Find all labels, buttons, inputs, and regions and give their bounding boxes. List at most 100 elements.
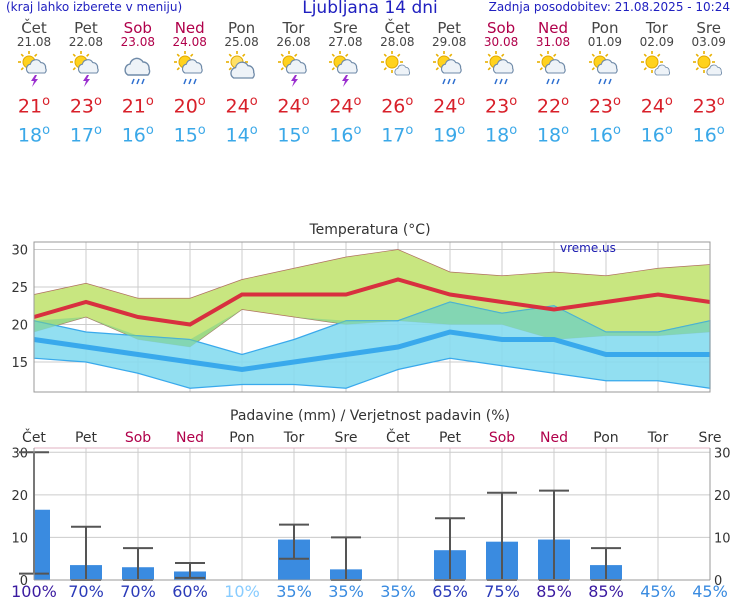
day-column: Ned 24.08 20o 15o [164, 20, 216, 148]
temperature-title: Temperatura (°C) [308, 222, 430, 238]
cloud-rain-icon [112, 49, 164, 89]
temp-min-value: 18 [17, 124, 43, 147]
sun-cloud-rain-icon [475, 49, 527, 89]
precip-probability: 100% [11, 582, 57, 600]
degree-sign: o [457, 123, 466, 139]
temp-tick-label: 15 [11, 356, 28, 371]
day-date: 03.09 [691, 35, 726, 49]
temp-max-value: 24 [640, 95, 665, 118]
temp-min: 18o [8, 119, 60, 147]
sun-cloud-rain-icon [423, 49, 475, 89]
precip-probability: 10% [224, 582, 260, 600]
precip-day-label: Čet [386, 428, 410, 446]
temp-max: 23o [60, 89, 112, 119]
degree-sign: o [94, 123, 102, 139]
precip-probability: 65% [432, 582, 468, 600]
temp-min: 15o [164, 119, 216, 147]
sun-cloud-lightning-icon [268, 49, 320, 89]
degree-sign: o [197, 94, 206, 109]
day-name: Sob [486, 19, 516, 37]
precip-bar [34, 509, 50, 580]
precip-day-label: Sre [335, 430, 358, 446]
temp-min-value: 16 [692, 124, 717, 147]
precip-day-label: Pon [593, 430, 618, 446]
temp-tick-label: 20 [11, 319, 28, 334]
temp-tick-label: 30 [11, 244, 28, 259]
day-name: Pon [591, 19, 619, 37]
day-name: Pon [227, 19, 256, 37]
degree-sign: o [664, 94, 673, 109]
temp-min: 19o [423, 119, 475, 147]
degree-sign: o [249, 123, 258, 139]
day-name: Sob [123, 19, 152, 37]
precip-day-label: Čet [22, 428, 46, 446]
precip-day-label: Pon [229, 430, 254, 446]
temp-min: 16o [683, 119, 735, 147]
temp-max: 24o [268, 89, 320, 119]
degree-sign: o [145, 94, 154, 109]
temp-max-value: 23 [692, 95, 717, 118]
temp-max: 22o [527, 89, 579, 119]
temp-max: 21o [8, 89, 60, 119]
sun-cloud-rain-icon [527, 49, 579, 89]
temp-min: 16o [631, 119, 683, 147]
last-update: Zadnja posodobitev: 21.08.2025 - 10:24 [488, 0, 730, 14]
temp-max: 23o [475, 89, 527, 119]
max-temp-line [33, 277, 711, 327]
day-name: Tor [282, 19, 305, 37]
temp-max: 24o [216, 89, 268, 119]
degree-sign: o [457, 94, 466, 109]
temp-min: 18o [475, 119, 527, 147]
precip-tick-right: 20 [714, 489, 731, 504]
degree-sign: o [509, 123, 518, 139]
degree-sign: o [249, 94, 258, 109]
temp-min-value: 16 [329, 124, 354, 147]
degree-sign: o [405, 94, 414, 109]
precip-day-label: Ned [176, 430, 204, 446]
precip-probability: 70% [68, 582, 104, 600]
degree-sign: o [145, 123, 154, 139]
temp-max: 26o [371, 89, 423, 119]
temp-max: 24o [423, 89, 475, 119]
day-date: 29.08 [432, 35, 467, 49]
degree-sign: o [42, 94, 51, 109]
temp-max-value: 24 [433, 95, 458, 118]
day-column: Pon 25.08 24o 14o [216, 20, 268, 148]
temp-min-value: 15 [277, 124, 302, 147]
degree-sign: o [405, 123, 414, 139]
day-date: 31.08 [535, 35, 571, 49]
precip-day-label: Ned [540, 430, 568, 446]
day-column: Tor 26.08 24o 15o [268, 20, 320, 148]
precip-day-label: Sob [125, 430, 151, 446]
precip-tick-right: 30 [714, 446, 731, 461]
sun-cloud-rain-icon [164, 49, 216, 89]
temp-max: 21o [112, 89, 164, 119]
day-name: Ned [538, 19, 568, 37]
precip-tick-left: 10 [11, 531, 28, 546]
day-date: 27.08 [328, 35, 363, 49]
sun-cloud-lightning-icon [60, 49, 112, 89]
day-date: 30.08 [483, 35, 519, 49]
temp-max-value: 21 [17, 95, 43, 118]
temp-max: 20o [164, 89, 216, 119]
sun-cloud-lightning-icon [8, 49, 60, 89]
temp-min-value: 18 [485, 124, 510, 147]
band-overlap [34, 302, 710, 347]
precip-day-label: Sre [699, 430, 722, 446]
temp-min-value: 17 [381, 124, 406, 147]
temp-max-value: 24 [277, 95, 302, 118]
day-name: Čet [21, 19, 47, 37]
page-title: Ljubljana 14 dni [302, 0, 438, 18]
temp-min: 15o [268, 119, 320, 147]
temp-min-value: 16 [588, 124, 613, 147]
precip-probability: 45% [692, 582, 728, 600]
precip-probability: 35% [328, 582, 364, 600]
day-date: 02.09 [639, 35, 674, 49]
day-date: 23.08 [120, 35, 155, 49]
day-name: Pet [437, 19, 461, 37]
temp-plot-frame [33, 241, 711, 393]
temp-max-value: 24 [329, 95, 354, 118]
precip-probability: 35% [380, 582, 416, 600]
precip-probability: 85% [588, 582, 624, 600]
degree-sign: o [613, 94, 621, 109]
